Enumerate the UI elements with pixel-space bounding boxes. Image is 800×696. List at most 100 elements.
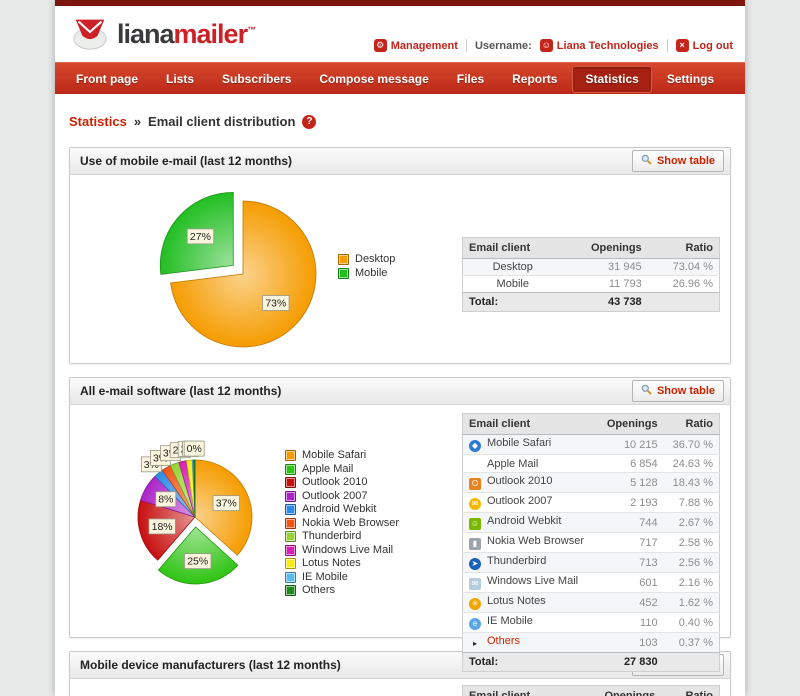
pie-label: 8% <box>155 491 177 508</box>
email-client-name: Lotus Notes <box>487 595 546 607</box>
nav-item-lists[interactable]: Lists <box>166 72 195 86</box>
show-table-button[interactable]: Show table <box>631 380 724 402</box>
panel-title: Mobile device manufacturers (last 12 mon… <box>80 658 341 672</box>
legend-swatch <box>285 463 296 475</box>
email-software-pie-chart: 37%25%18%8%3%3%3%2%2%0%0% <box>137 440 253 585</box>
email-client-table: Email client Openings Ratio Desktop 31 945 73… <box>462 237 720 312</box>
pie-label: 0% <box>183 440 205 457</box>
table-row: ▮ Nokia Web Browser 717 2.58 % <box>462 532 720 553</box>
total-ratio-empty <box>647 292 720 312</box>
mobile-email-pie-chart: 73% 27% <box>159 191 317 348</box>
nav-item-files[interactable]: Files <box>456 72 485 86</box>
email-client-name: Outlook 2010 <box>487 475 553 487</box>
column-header: Openings <box>569 685 662 696</box>
lianamailer-logo-icon <box>69 13 111 56</box>
legend-label: Android Webkit <box>302 503 377 515</box>
site-header: lianamailer™ ⚙ Management Username: ☺ Li… <box>55 6 745 62</box>
logo-text: lianamailer™ <box>117 18 256 49</box>
column-header: Openings <box>597 413 664 435</box>
ie-mobile-icon: e <box>469 618 481 630</box>
panel-body: Email client Openings Ratio <box>70 679 730 696</box>
table-row: ✳ Lotus Notes 452 1.62 % <box>462 592 720 613</box>
email-client-name: Thunderbird <box>487 555 547 567</box>
svg-text:0%: 0% <box>187 443 202 455</box>
legend-label: Others <box>302 584 336 596</box>
user-links: ⚙ Management Username: ☺ Liana Technolog… <box>373 39 733 52</box>
ratio-value: 24.63 % <box>663 454 720 473</box>
legend-swatch <box>285 450 296 462</box>
nav-item-settings[interactable]: Settings <box>666 72 715 86</box>
legend-swatch <box>285 517 296 529</box>
column-header: Email client <box>462 413 598 435</box>
email-client-name: Mobile Safari <box>487 437 552 449</box>
ratio-value: 2.56 % <box>663 552 720 573</box>
openings-value: 103 <box>597 632 664 653</box>
email-client-name: Nokia Web Browser <box>487 535 584 547</box>
column-header: Ratio <box>647 237 720 259</box>
legend-label: Thunderbird <box>302 530 362 542</box>
legend-item: Apple Mail <box>285 463 399 477</box>
android-webkit-icon: ☺ <box>469 518 481 530</box>
table-row: Apple Mail 6 854 24.63 % <box>462 454 720 473</box>
legend-swatch <box>285 490 296 502</box>
panel-all-email-software: All e-mail software (last 12 months) Sho… <box>69 377 731 672</box>
svg-text:37%: 37% <box>216 498 237 510</box>
openings-value: 10 215 <box>597 434 664 455</box>
magnifier-icon <box>641 384 652 398</box>
email-client-name: Mobile <box>496 278 529 290</box>
table-row: ◆ Mobile Safari 10 215 36.70 % <box>462 434 720 455</box>
nav-item-front-page[interactable]: Front page <box>76 72 138 86</box>
email-client-name: Windows Live Mail <box>487 575 579 587</box>
logout-link[interactable]: × Log out <box>675 39 733 52</box>
ratio-value: 2.16 % <box>663 572 720 593</box>
nav-item-subscribers[interactable]: Subscribers <box>222 72 292 86</box>
windows-live-mail-icon: ✉ <box>469 578 481 590</box>
pie-label: 73% <box>262 295 290 311</box>
nav-item-statistics[interactable]: Statistics <box>572 66 652 93</box>
pie-slice-others[interactable] <box>193 459 196 518</box>
help-icon[interactable]: ? <box>302 114 317 129</box>
table-row: e IE Mobile 110 0.40 % <box>462 612 720 633</box>
legend-label: IE Mobile <box>302 570 348 583</box>
svg-text:25%: 25% <box>187 556 208 568</box>
page-column: lianamailer™ ⚙ Management Username: ☺ Li… <box>55 0 745 696</box>
ratio-value: 2.58 % <box>663 532 720 553</box>
lianamailer-logo[interactable]: lianamailer™ <box>69 13 256 56</box>
others-link[interactable]: Others <box>487 635 521 647</box>
table-row: ✉ Outlook 2007 2 193 7.88 % <box>462 492 720 513</box>
pie-label: 37% <box>212 495 240 512</box>
table-row: ✉ Windows Live Mail 601 2.16 % <box>462 572 720 593</box>
thunderbird-icon: ➤ <box>469 558 481 570</box>
page-title: Email client distribution <box>148 114 296 129</box>
legend-swatch <box>285 571 296 583</box>
legend-item: IE Mobile <box>285 571 399 585</box>
outlook-2010-icon: O <box>469 478 481 490</box>
legend-swatch <box>285 558 296 570</box>
svg-text:8%: 8% <box>158 494 173 506</box>
ratio-value: 73.04 % <box>647 258 720 276</box>
ratio-value: 1.62 % <box>663 592 720 613</box>
management-link[interactable]: ⚙ Management <box>373 39 458 52</box>
legend-swatch <box>285 477 296 489</box>
username-link[interactable]: ☺ Liana Technologies <box>539 39 659 52</box>
openings-value: 6 854 <box>597 454 664 473</box>
username-label: Username: <box>474 39 532 52</box>
chart-legend: Desktop Mobile <box>338 253 395 280</box>
logout-icon: × <box>675 39 689 52</box>
legend-item: Mobile <box>338 267 395 281</box>
show-table-button[interactable]: Show table <box>631 150 724 172</box>
nav-item-reports[interactable]: Reports <box>512 72 558 86</box>
openings-value: 5 128 <box>597 472 664 493</box>
email-client-name: Desktop <box>492 261 533 273</box>
nav-item-compose-message[interactable]: Compose message <box>319 72 429 86</box>
others-expand-icon: ▸ <box>472 639 477 648</box>
panel-header: Use of mobile e-mail (last 12 months) Sh… <box>70 148 730 175</box>
breadcrumb-statistics-link[interactable]: Statistics <box>69 114 127 129</box>
statistics-table: Email client Openings Ratio Desktop 31 945 73… <box>462 237 720 312</box>
openings-value: 110 <box>597 612 664 633</box>
legend-label: Apple Mail <box>302 462 354 475</box>
legend-swatch <box>285 544 296 556</box>
ratio-value: 36.70 % <box>663 434 720 455</box>
breadcrumb-separator: » <box>133 114 142 129</box>
legend-label: Desktop <box>355 253 396 265</box>
